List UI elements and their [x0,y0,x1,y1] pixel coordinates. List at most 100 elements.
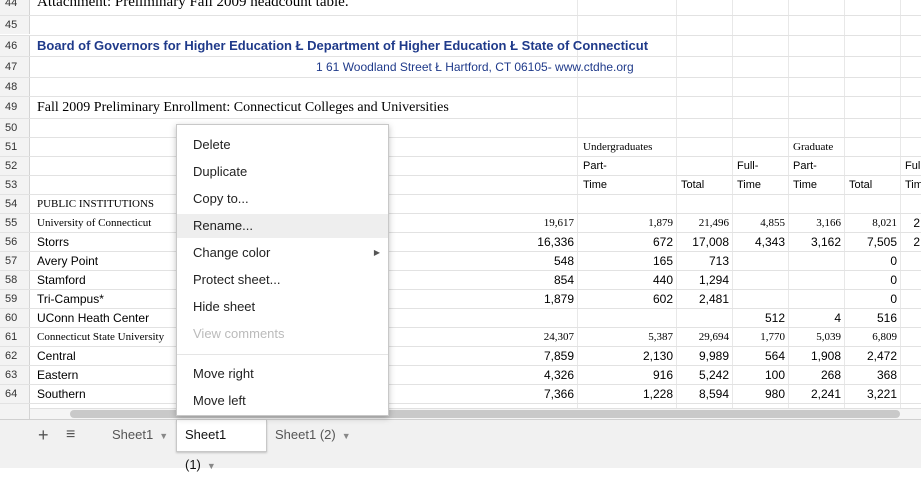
cell-value: 6,809 [872,331,897,343]
cell-value: 1,879 [648,217,673,229]
menu-item-rename[interactable]: Rename... [177,214,388,238]
grid-row[interactable] [0,404,921,420]
row-number[interactable]: 51 [0,138,30,156]
row-number[interactable]: 50 [0,119,30,137]
cell-value: 854 [553,273,574,287]
row-number[interactable]: 63 [0,366,30,384]
menu-item-copy-to[interactable]: Copy to... [193,191,249,206]
grid-row[interactable]: 47 1 61 Woodland Street Ł Hartford, CT 0… [0,57,921,78]
cell-value: 5,387 [648,331,673,343]
sheet-tab-label: Sheet1 [112,427,154,442]
table-row[interactable]: 56 Storrs 16,336 672 17,008 4,343 3,162 … [0,233,921,252]
row-number[interactable]: 53 [0,176,30,194]
row-number[interactable]: 57 [0,252,30,270]
row-number[interactable]: 58 [0,271,30,289]
grid-row[interactable]: 49 Fall 2009 Preliminary Enrollment: Con… [0,97,921,119]
table-row[interactable]: 62 Central 7,859 2,130 9,989 564 1,908 2… [0,347,921,366]
table-row[interactable]: 64 Southern 7,366 1,228 8,594 980 2,241 … [0,385,921,404]
cell-value: 713 [708,254,729,268]
cell-value: 7,859 [543,349,574,363]
table-row[interactable]: 59 Tri-Campus* 1,879 602 2,481 0 [0,290,921,309]
header-part: Part- [583,160,607,172]
menu-item-move-right[interactable]: Move right [193,366,254,381]
cell-value: 2 [913,216,920,230]
add-sheet-button[interactable]: + [38,425,49,445]
row-number[interactable]: 44 [0,0,30,15]
menu-item-change-color[interactable]: Change color ▶ [177,241,388,265]
table-row[interactable]: 63 Eastern 4,326 916 5,242 100 268 368 [0,366,921,385]
cell-value: 1,879 [543,292,574,306]
chevron-down-icon[interactable]: ▼ [159,431,169,441]
row-number[interactable]: 60 [0,309,30,327]
cell-value: 512 [764,311,785,325]
cell-value: 2,481 [698,292,729,306]
header-time-cut: Tim [905,179,921,191]
grid-row[interactable]: 46 Board of Governors for Higher Educati… [0,36,921,57]
grid-row[interactable]: 53 Time Total Time Time Total Tim [0,176,921,195]
header-time: Time [737,179,762,191]
cell-value: 2,130 [642,349,673,363]
menu-item-protect-sheet[interactable]: Protect sheet... [193,272,281,287]
scrollbar-thumb[interactable] [70,410,900,418]
table-row[interactable]: 58 Stamford 854 440 1,294 0 [0,271,921,290]
header-time: Time [583,179,608,191]
sheet-tab-sheet1[interactable]: Sheet1 ▼ [104,420,176,452]
cell-value: 3,166 [816,217,841,229]
cell-value: 3,162 [810,235,841,249]
horizontal-scrollbar[interactable] [30,408,921,419]
row-number[interactable]: 45 [0,16,30,34]
column-divider [676,0,677,420]
sheet-tab-sheet1-2[interactable]: Sheet1 (2) ▼ [267,420,359,452]
header-graduate: Graduate [793,141,834,153]
grid-row[interactable]: 54 PUBLIC INSTITUTIONS [0,195,921,214]
spreadsheet-grid[interactable]: 44 Attachment: Preliminary Fall 2009 hea… [0,0,921,420]
column-divider [900,0,901,420]
menu-item-hide-sheet[interactable]: Hide sheet [193,299,256,314]
cell-value: 1,294 [698,273,729,287]
cell-value: 1,770 [760,331,785,343]
row-number[interactable]: 61 [0,328,30,346]
row-number[interactable]: 62 [0,347,30,365]
row-number[interactable] [0,404,30,420]
chevron-down-icon[interactable]: ▼ [206,461,216,471]
sheet-tab-label: Sheet1 (2) [275,427,336,442]
grid-row[interactable]: 45 [0,16,921,36]
row-number[interactable]: 49 [0,97,30,118]
all-sheets-list-icon[interactable]: ≡ [66,426,76,443]
grid-row[interactable]: 50 [0,119,921,138]
menu-divider [177,354,388,355]
cell-value: 602 [652,292,673,306]
institution-name: Eastern [37,368,79,382]
row-number[interactable]: 56 [0,233,30,251]
submenu-arrow-icon: ▶ [373,248,380,257]
cell-value: 100 [764,368,785,382]
row-number[interactable]: 47 [0,57,30,77]
table-row[interactable]: 57 Avery Point 548 165 713 0 [0,252,921,271]
menu-item-move-left[interactable]: Move left [193,393,246,408]
header-total: Total [681,179,705,191]
table-row[interactable]: 60 UConn Heath Center 512 4 516 [0,309,921,328]
cell-value: 2,472 [866,349,897,363]
menu-item-delete[interactable]: Delete [193,137,231,152]
grid-row[interactable]: 52 Part- Full- Part- Ful [0,157,921,176]
row-number[interactable]: 59 [0,290,30,308]
row-number[interactable]: 64 [0,385,30,403]
sheet-tab-sheet1-1[interactable]: Sheet1 (1) ▼ [176,420,267,472]
menu-item-duplicate[interactable]: Duplicate [193,164,248,179]
chevron-down-icon[interactable]: ▼ [341,431,351,441]
table-row[interactable]: 61 Connecticut State University 24,307 5… [0,328,921,347]
grid-row[interactable]: 48 [0,78,921,97]
cell-value: 368 [876,368,897,382]
row-number[interactable]: 48 [0,78,30,96]
table-row[interactable]: 55 University of Connecticut 19,617 1,87… [0,214,921,233]
grid-row[interactable]: 51 Undergraduates Graduate [0,138,921,157]
row-number[interactable]: 52 [0,157,30,175]
grid-row[interactable]: 44 Attachment: Preliminary Fall 2009 hea… [0,0,921,16]
row-number[interactable]: 55 [0,214,30,232]
row-number[interactable]: 54 [0,195,30,213]
cell-value: 548 [553,254,574,268]
institution-name: Storrs [37,235,70,249]
cell-value: 3,221 [866,387,897,401]
institution-name: Avery Point [37,254,99,268]
row-number[interactable]: 46 [0,36,30,56]
